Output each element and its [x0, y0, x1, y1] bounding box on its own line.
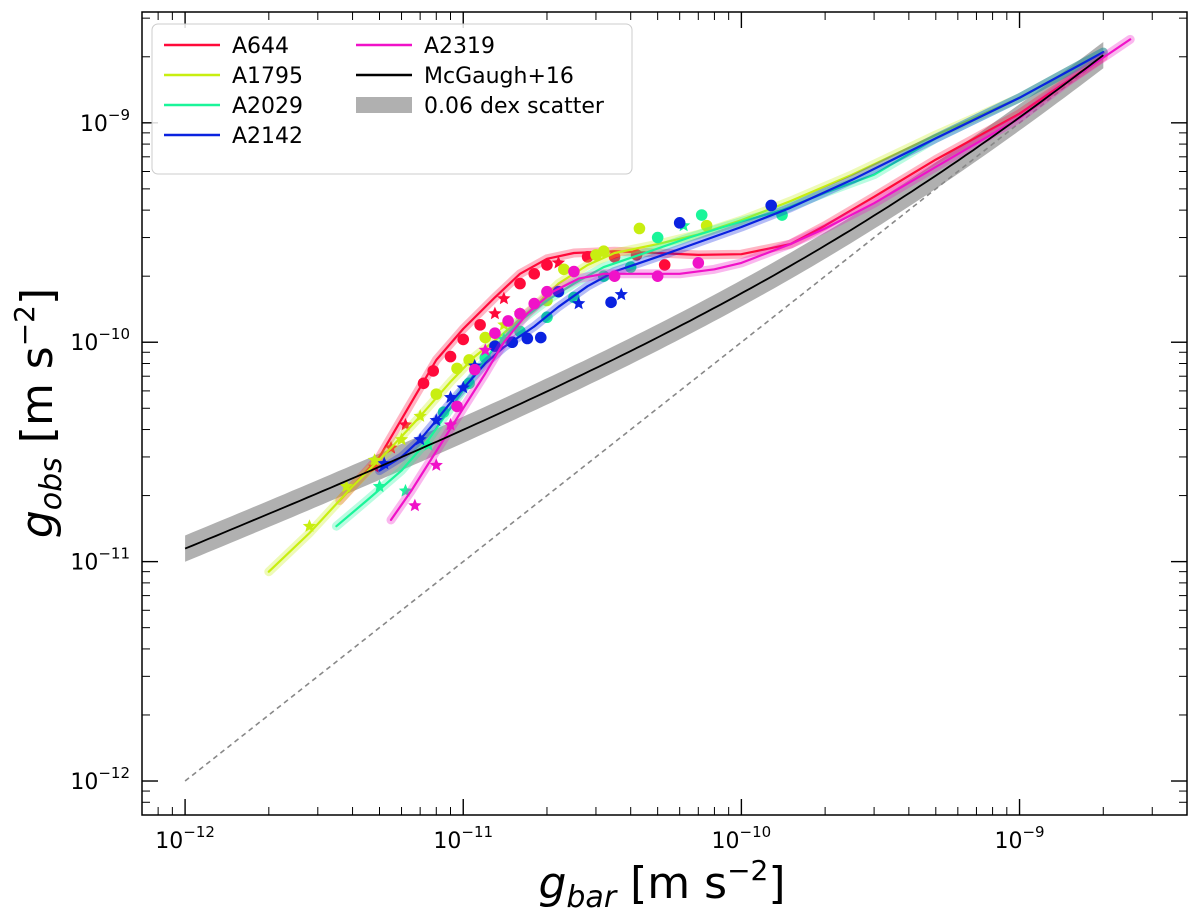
y-tick-label: 10−10: [70, 325, 130, 356]
data-point-a644: [427, 365, 440, 377]
legend-label-a2029: A2029: [232, 94, 303, 119]
data-point-a2319: [502, 315, 514, 327]
data-point-a2319: [514, 307, 526, 320]
data-point-a2319: [541, 285, 553, 298]
data-point-a2319: [468, 363, 481, 376]
data-point-a2319: [528, 297, 541, 310]
data-point-a2142: [534, 331, 547, 344]
data-point-a2029: [695, 209, 708, 221]
data-point-a644: [658, 259, 671, 271]
data-point-a2319: [568, 265, 580, 278]
axes: 10−12 10−11 10−10 10−9 10−12 10−11 10−10 10−9: [70, 12, 1188, 854]
x-tick-label: 10−9: [994, 823, 1044, 854]
data-point-a2319: [478, 343, 492, 356]
legend-label-a2142: A2142: [232, 124, 303, 149]
data-point-a644: [417, 377, 430, 390]
data-point-a2319: [429, 458, 443, 471]
data-point-a1795: [700, 219, 713, 232]
data-point-a644: [457, 333, 470, 346]
data-point-a1795: [339, 479, 353, 493]
data-point-a644: [367, 460, 382, 473]
data-point-a2142: [673, 217, 686, 229]
plot-frame: [141, 11, 1188, 816]
legend-label-0-06-dex-scatter: 0.06 dex scatter: [424, 94, 605, 119]
legend-label-mcgaugh-16: McGaugh+16: [424, 64, 574, 89]
data-point-a2142: [443, 390, 458, 404]
data-point-a2319: [608, 270, 621, 282]
y-tick-label: 10−12: [70, 764, 130, 795]
data-point-a2142: [521, 332, 534, 345]
legend-label-a2319: A2319: [424, 34, 495, 59]
data-point-a2319: [692, 257, 705, 269]
x-tick-label: 10−10: [712, 823, 772, 854]
data-point-a1795: [394, 432, 409, 446]
data-point-a2142: [456, 380, 470, 394]
data-point-a644: [528, 268, 541, 280]
legend: A644 A1795 A2029 A2142 A2319 McGaugh+16 0.06 d…: [151, 23, 633, 175]
data-point-a2142: [572, 296, 586, 310]
data-point-a644: [514, 277, 526, 290]
one-to-one-line: [184, 56, 1104, 782]
y-tick-label: 10−11: [70, 545, 130, 576]
data-point-a644: [474, 319, 486, 331]
data-point-a1795: [430, 388, 443, 400]
data-point-a1795: [633, 222, 646, 235]
x-axis-label: gbar [m s−2]: [538, 854, 785, 914]
data-point-a1795: [367, 453, 382, 466]
legend-swatch-0-06-dex-scatter: [356, 97, 412, 113]
x-tick-label: 10−11: [433, 823, 493, 854]
y-tick-label: 10−9: [80, 106, 130, 137]
legend-label-a644: A644: [232, 34, 289, 59]
data-point-a2319: [408, 498, 422, 512]
data-point-a2142: [429, 413, 443, 427]
data-point-a1795: [558, 263, 570, 276]
plot-area: [184, 34, 1135, 782]
data-point-a2029: [651, 231, 664, 244]
data-point-a2142: [489, 340, 501, 352]
data-point-a2142: [605, 296, 617, 309]
series-line-a2142: [378, 51, 1105, 472]
y-axis-label: gobs [m s−2]: [8, 288, 69, 538]
x-tick-label: 10−12: [155, 823, 215, 854]
data-point-a1795: [479, 331, 492, 344]
data-point-a644: [444, 350, 457, 363]
data-point-a2319: [451, 400, 463, 413]
series-line-a2029: [335, 51, 1105, 528]
data-point-a2142: [506, 336, 519, 349]
data-point-a1795: [463, 354, 475, 366]
data-point-a2319: [489, 327, 501, 339]
legend-entries: A644 A1795 A2029 A2142 A2319 McGaugh+16 0.06 d…: [164, 34, 605, 149]
data-point-a2029: [372, 479, 387, 493]
data-point-a1795: [413, 409, 427, 422]
data-point-a2319: [443, 417, 458, 431]
data-point-a2142: [552, 285, 565, 298]
data-point-a644: [497, 291, 511, 305]
data-point-a644: [488, 306, 502, 320]
data-point-a2142: [765, 199, 778, 212]
data-point-a1795: [597, 245, 610, 257]
legend-label-a1795: A1795: [232, 64, 303, 89]
data-point-a1795: [302, 519, 317, 532]
data-point-a2319: [651, 270, 664, 282]
data-point-a644: [541, 259, 553, 271]
mcgaugh-line: [184, 54, 1104, 550]
data-point-a2142: [614, 287, 628, 301]
data-point-a1795: [451, 362, 463, 375]
data-point-a2142: [413, 432, 427, 446]
